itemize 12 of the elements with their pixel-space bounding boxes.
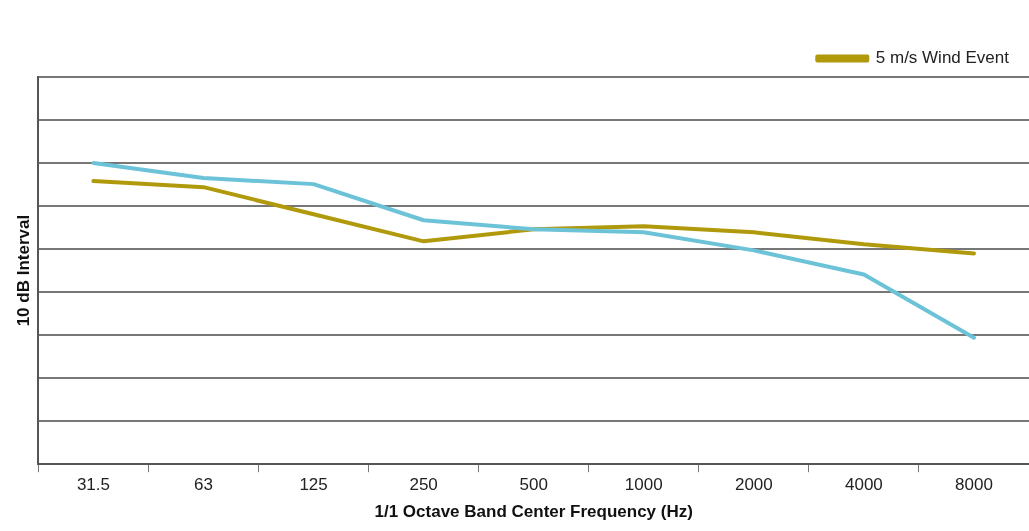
legend-label: 5 m/s Wind Event <box>875 48 1010 68</box>
x-tick-label: 31.5 <box>76 475 110 495</box>
x-tick-label: 2000 <box>734 475 773 495</box>
x-tick-label: 4000 <box>844 475 883 495</box>
x-axis-title: 1/1 Octave Band Center Frequency (Hz) <box>374 502 693 522</box>
x-tick-label: 125 <box>299 475 328 495</box>
x-tick-label: 250 <box>409 475 438 495</box>
x-tick-label: 63 <box>194 475 213 495</box>
x-tick-label: 1000 <box>624 475 663 495</box>
x-tick-label: 8000 <box>955 475 993 495</box>
y-axis-title: 10 dB Interval <box>13 214 33 327</box>
x-tick-label: 500 <box>519 475 548 495</box>
